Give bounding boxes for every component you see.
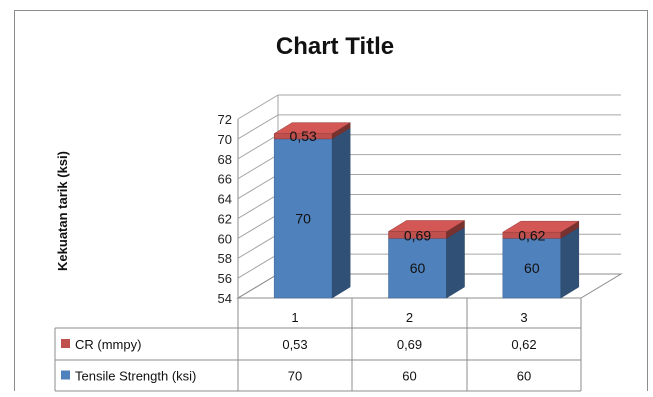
y-tick-label: 54 bbox=[218, 291, 232, 306]
y-axis-ticks: 54 56 58 60 62 64 66 68 70 72 bbox=[218, 112, 232, 306]
bar-side bbox=[560, 226, 580, 299]
data-label-tensile: 60 bbox=[410, 260, 426, 276]
y-tick-label: 60 bbox=[218, 231, 232, 246]
bar-cr-3 bbox=[501, 220, 580, 239]
y-axis-label: Kekuatan tarik (ksi) bbox=[55, 151, 70, 271]
bar-top bbox=[501, 220, 580, 233]
table-cell: 70 bbox=[288, 369, 302, 384]
table-cell: 0,62 bbox=[511, 337, 536, 352]
y-tick-label: 70 bbox=[218, 132, 232, 147]
bar-side bbox=[446, 226, 465, 299]
bars: 70 0,53 60 0,69 60 0,62 bbox=[273, 122, 580, 299]
y-tick-label: 66 bbox=[218, 172, 232, 187]
gridline-side bbox=[237, 194, 279, 219]
data-table: 1 2 3 CR (mmpy) 0,53 0,69 0,62 Tensile Strength… bbox=[54, 298, 582, 392]
table-category-3: 3 bbox=[520, 310, 527, 325]
y-tick-label: 62 bbox=[218, 211, 232, 226]
chart-title: Chart Title bbox=[276, 33, 394, 60]
table-series-label: Tensile Strength (ksi) bbox=[75, 369, 196, 384]
gridline-side bbox=[237, 253, 279, 279]
gridline-side bbox=[237, 213, 279, 239]
data-label-cr: 0,53 bbox=[290, 128, 317, 144]
gridline-side bbox=[237, 233, 279, 259]
table-category-1: 1 bbox=[291, 310, 298, 325]
legend-key bbox=[61, 370, 70, 380]
y-tick-label: 68 bbox=[218, 152, 232, 167]
table-cell: 0,69 bbox=[397, 337, 422, 352]
y-tick-label: 58 bbox=[218, 251, 232, 266]
table-series-label: CR (mmpy) bbox=[75, 337, 141, 352]
gridline-side bbox=[237, 134, 279, 160]
data-label-tensile: 70 bbox=[295, 210, 311, 226]
table-cell: 60 bbox=[517, 369, 531, 384]
data-label-cr: 0,69 bbox=[404, 227, 431, 243]
gridline-side bbox=[237, 174, 279, 199]
bar-tensile-1 bbox=[273, 127, 352, 299]
y-tick-label: 72 bbox=[218, 112, 232, 127]
legend-key bbox=[61, 339, 70, 348]
data-label-tensile: 60 bbox=[524, 260, 540, 276]
table-cell: 60 bbox=[402, 369, 416, 384]
table-cell: 0,53 bbox=[282, 337, 307, 352]
gridline-side bbox=[237, 94, 279, 120]
bar-cr-1 bbox=[273, 122, 352, 140]
y-tick-label: 56 bbox=[218, 271, 232, 286]
y-tick-label: 64 bbox=[218, 192, 232, 207]
bar-top bbox=[273, 122, 352, 134]
gridline-side bbox=[237, 114, 279, 140]
data-label-cr: 0,62 bbox=[518, 227, 545, 243]
bar-side bbox=[331, 127, 351, 299]
chart-frame: 54 56 58 60 62 64 66 68 70 72 70 0,53 60 0,69 60 0,62 … bbox=[14, 10, 648, 392]
bar-cr-2 bbox=[387, 220, 466, 239]
bar-top bbox=[387, 220, 466, 232]
table-category-2: 2 bbox=[406, 310, 413, 325]
gridline-side bbox=[237, 154, 279, 180]
